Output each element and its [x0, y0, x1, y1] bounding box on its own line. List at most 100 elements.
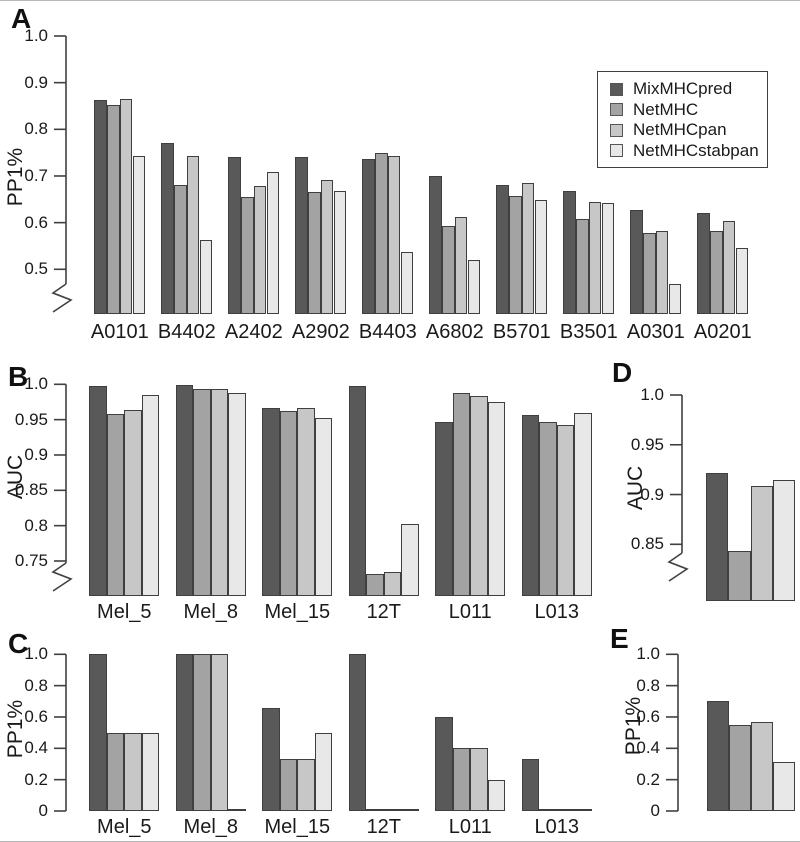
panel-letter-e: E — [610, 623, 629, 654]
axis-break-d — [667, 552, 689, 582]
bar-a-NetMHCpan — [521, 182, 535, 314]
bar-b-NetMHCpan — [470, 396, 488, 596]
bar-a-NetMHC — [174, 185, 187, 314]
y-tick-label-a: 0.8 — [24, 119, 48, 139]
x-category-label-a: B4402 — [157, 321, 216, 343]
x-category-label-a: A0101 — [90, 321, 149, 343]
bar-c-MixMHCpred — [175, 654, 194, 811]
bar-a-MixMHCpred — [429, 175, 443, 314]
legend-swatch-icon — [610, 82, 623, 96]
y-tick-label-a: 0.9 — [24, 72, 48, 92]
bar-c-NetMHC — [452, 748, 471, 811]
bar-a-NetMHC — [576, 218, 589, 314]
x-category-label-a: A2402 — [224, 321, 283, 343]
y-tick-label-b: 1.0 — [24, 374, 48, 394]
legend-label: NetMHCstabpan — [633, 140, 759, 160]
legend-swatch-icon — [610, 123, 623, 137]
legend: MixMHCpred NetMHC NetMHCpan NetMHCstabpan — [597, 71, 768, 168]
bar-b-NetMHCstabpan — [228, 392, 246, 596]
y-tick-label-b: 0.9 — [24, 444, 48, 464]
bar-b-MixMHCpred — [521, 414, 540, 596]
bar-a-NetMHC — [442, 226, 455, 314]
x-category-label-a: B3501 — [559, 321, 618, 343]
bar-a-NetMHCstabpan — [199, 239, 213, 314]
bar-a-NetMHCstabpan — [400, 251, 414, 314]
x-category-label-c: L011 — [448, 816, 492, 838]
x-category-label-a: B4403 — [358, 321, 417, 343]
y-tick-label-e: 0 — [650, 801, 660, 820]
x-category-label-b: L013 — [534, 601, 580, 623]
bar-d-NetMHC — [728, 551, 751, 601]
x-category-label-c: 12T — [366, 816, 402, 838]
bar-a-MixMHCpred — [94, 100, 108, 314]
y-tick-label-e: 0.6 — [636, 706, 660, 726]
legend-label: MixMHCpred — [633, 79, 733, 98]
y-tick-label-b: 0.95 — [14, 409, 48, 429]
bar-b-MixMHCpred — [262, 408, 280, 596]
x-category-label-a: A0301 — [626, 321, 685, 343]
bar-c-NetMHCpan — [383, 809, 402, 811]
y-tick-label-c: 0.6 — [24, 706, 48, 726]
y-tick-label-e: 0.8 — [636, 675, 660, 695]
y-tick-label-c: 0 — [38, 801, 48, 820]
y-tick-label-e: 1.0 — [636, 644, 660, 664]
panel-letter-a: A — [11, 3, 32, 34]
bar-c-MixMHCpred — [521, 759, 540, 811]
bar-b-NetMHCstabpan — [574, 412, 592, 596]
bar-a-MixMHCpred — [697, 213, 711, 314]
y-tick-label-c: 0.2 — [24, 769, 48, 789]
bar-c-NetMHC — [193, 654, 211, 811]
bar-c-NetMHCpan — [556, 809, 575, 811]
bar-c-NetMHC — [106, 732, 125, 811]
bar-c-NetMHCpan — [470, 748, 488, 811]
legend-item: MixMHCpred — [610, 79, 733, 98]
y-tick-label-d: 0.95 — [630, 434, 664, 454]
bar-a-NetMHC — [710, 230, 723, 314]
bar-b-NetMHC — [279, 411, 298, 596]
bar-b-NetMHCpan — [383, 571, 402, 596]
legend-item: NetMHCstabpan — [610, 140, 759, 160]
bar-b-NetMHCstabpan — [401, 524, 419, 596]
legend-swatch-icon — [610, 144, 623, 157]
x-category-label-b: 12T — [366, 601, 402, 623]
bar-a-NetMHCpan — [119, 98, 133, 314]
legend-label: NetMHC — [633, 99, 699, 119]
bar-e-MixMHCpred — [706, 701, 729, 811]
bar-a-NetMHCpan — [722, 221, 736, 314]
bar-e-NetMHCstabpan — [772, 762, 795, 811]
y-tick-label-d: 0.85 — [630, 534, 664, 554]
bar-b-NetMHC — [452, 393, 471, 596]
y-tick-label-d: 0.9 — [640, 484, 664, 504]
x-category-label-b: Mel_5 — [97, 601, 152, 623]
bar-a-NetMHCstabpan — [735, 247, 749, 314]
bar-e-NetMHC — [728, 724, 751, 811]
x-category-label-a: A2902 — [291, 321, 350, 343]
bar-c-MixMHCpred — [262, 707, 280, 811]
bar-c-MixMHCpred — [435, 716, 453, 811]
y-tick-label-a: 0.7 — [24, 165, 48, 185]
bar-a-MixMHCpred — [563, 191, 577, 314]
bar-a-NetMHCstabpan — [668, 284, 682, 314]
axis-break-b — [51, 562, 73, 592]
panel-letter-b: B — [8, 361, 29, 392]
bar-b-NetMHC — [366, 573, 384, 596]
bar-c-NetMHCpan — [210, 654, 229, 811]
bar-c-NetMHCstabpan — [487, 779, 506, 811]
x-category-label-c: Mel_8 — [183, 816, 239, 838]
bar-b-NetMHC — [539, 422, 557, 596]
bar-a-NetMHCpan — [454, 217, 468, 314]
bar-b-MixMHCpred — [348, 386, 367, 596]
y-tick-label-a: 0.5 — [24, 259, 48, 279]
y-tick-label-c: 0.8 — [24, 675, 48, 695]
bar-a-MixMHCpred — [228, 156, 242, 314]
legend-item: NetMHCpan — [610, 121, 727, 138]
x-category-label-b: Mel_8 — [183, 601, 239, 623]
bar-a-NetMHC — [643, 232, 656, 314]
y-tick-label-b: 0.75 — [14, 551, 48, 570]
x-category-label-b: L011 — [448, 601, 492, 623]
x-category-label-c: L013 — [534, 816, 580, 838]
bar-c-MixMHCpred — [348, 654, 367, 811]
bar-a-NetMHC — [308, 192, 321, 314]
